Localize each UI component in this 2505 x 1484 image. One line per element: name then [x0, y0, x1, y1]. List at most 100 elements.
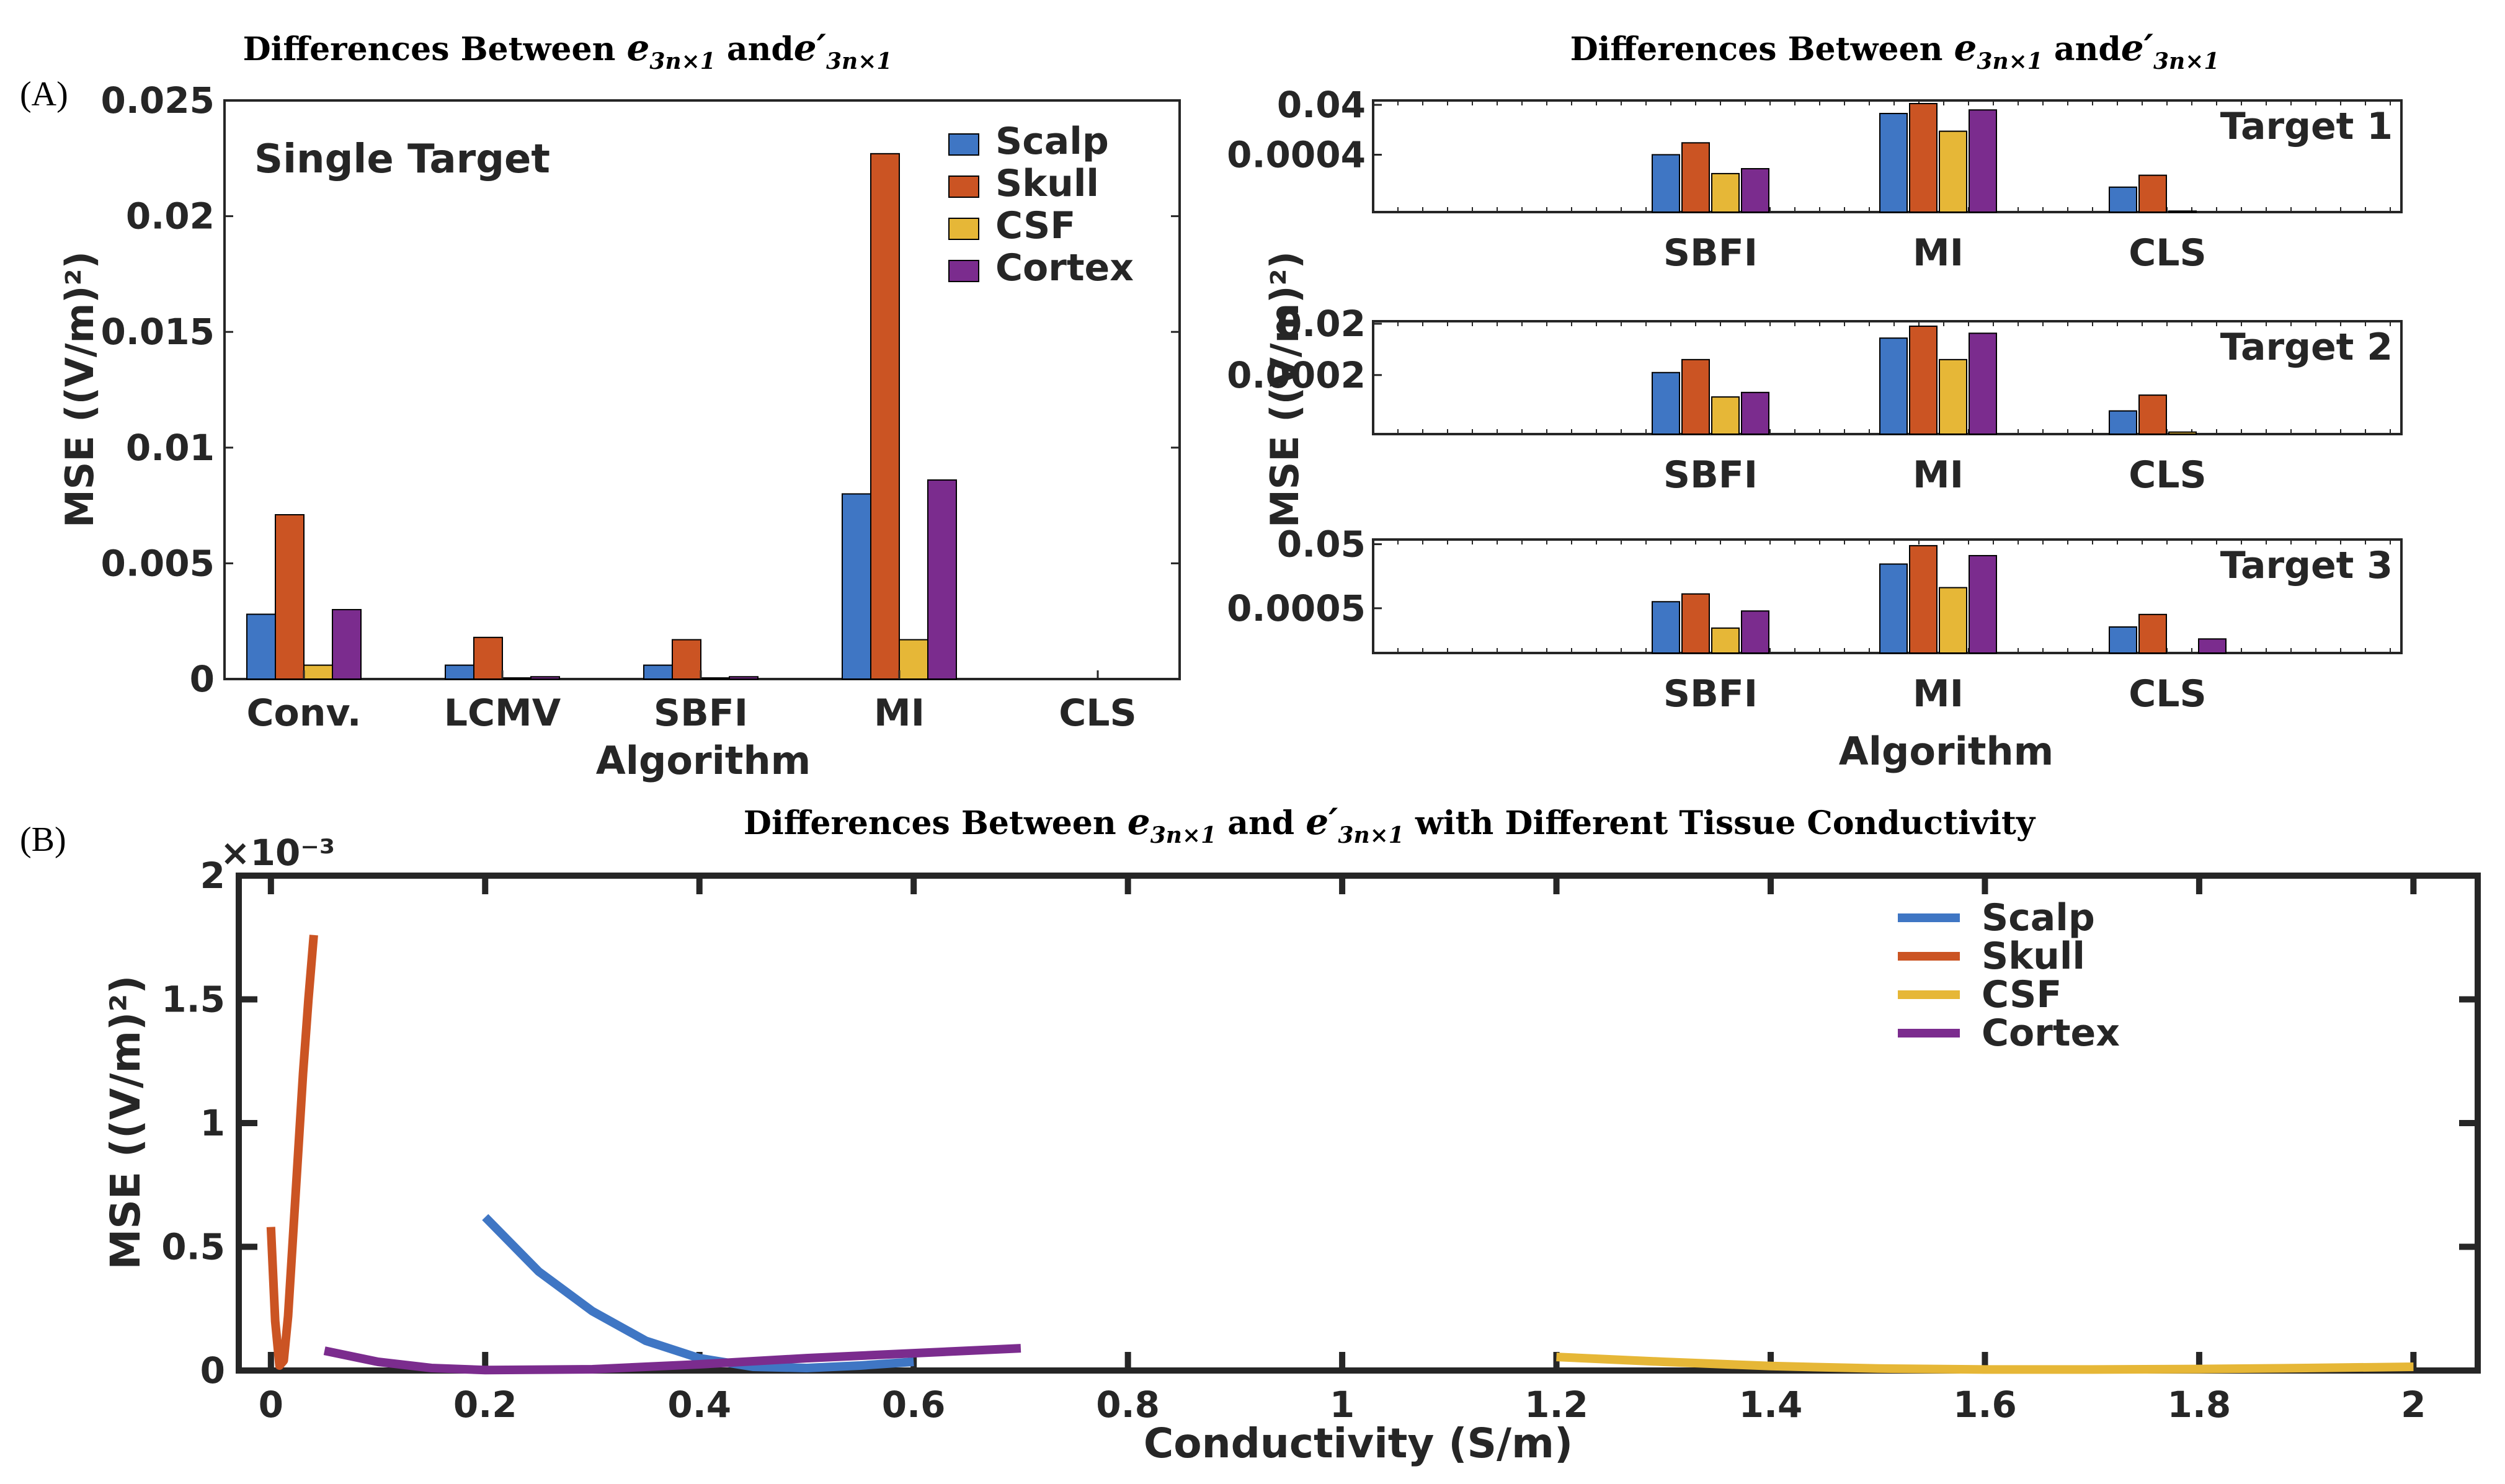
chart2-xtick-cls: CLS	[2129, 672, 2206, 716]
chart2-ytick-label: 0.0004	[1227, 133, 1366, 176]
chart1-bar-cortex-mi	[927, 479, 957, 680]
chart2-bar-skull-sbfi	[1681, 593, 1710, 654]
chart-single-target: Differences Between e3n×1 ande′3n×1 0 0.0…	[57, 27, 1181, 783]
chart2-bar-csf-cls	[2168, 210, 2197, 213]
chart1-xlabel: Algorithm	[596, 738, 811, 783]
chart1-bar-skull-conv	[275, 514, 305, 680]
chart3-xtick-label: 0.4	[667, 1384, 731, 1426]
chart3-line-skull	[266, 935, 318, 1370]
chart2-subplot-3: 0.05 0.0005 SBFI MI CLS Target 3	[1227, 523, 2403, 716]
chart2-bar-skull-cls	[2138, 613, 2167, 654]
chart2-bar-cortex-mi	[1969, 109, 1997, 213]
chart3-xtick-label: 2	[2401, 1384, 2426, 1426]
chart1-title-sub2: 3n×1	[826, 48, 892, 74]
chart3-xtick-label: 1.8	[2168, 1384, 2231, 1426]
chart2-bar-csf-sbfi	[1711, 172, 1740, 213]
chart2-xtick-mi: MI	[1913, 672, 1964, 716]
chart1-title-eprime: e′	[794, 27, 826, 69]
chart1-xtick-sbfi: SBFI	[654, 691, 748, 735]
chart2-title-e: e	[1954, 27, 1977, 69]
panel-a-label: (A)	[20, 75, 68, 113]
chart3-xtick-label: 1.2	[1524, 1384, 1588, 1426]
chart3-line-cortex	[323, 1344, 1021, 1375]
chart1-legend-swatch-skull	[948, 176, 979, 198]
chart3-line-csf	[1556, 1353, 2414, 1374]
chart2-bar-cortex-sbfi	[1741, 168, 1769, 213]
chart2-bar-scalp-sbfi	[1652, 371, 1680, 435]
chart1-bar-csf-sbfi	[700, 677, 730, 680]
chart3-xtick-label: 0.2	[453, 1384, 517, 1426]
chart1-ytick-label: 0.02	[126, 195, 215, 238]
chart2-xlabel: Algorithm	[1839, 729, 2053, 774]
chart2-subplot-2: 0.02 0.0002 SBFI MI CLS Target 2	[1227, 303, 2403, 497]
chart1-xtick-lcmv: LCMV	[444, 691, 561, 735]
chart2-ytick-label: 0.0005	[1227, 587, 1366, 629]
chart3-title-eprime: e′	[1306, 801, 1338, 843]
chart1-ytick-label: 0.015	[101, 311, 215, 353]
chart2-bar-skull-sbfi	[1681, 358, 1710, 435]
chart2-bar-cortex-cls	[2198, 638, 2227, 654]
chart3-ytick-label: 1	[200, 1102, 225, 1144]
chart2-xtick-cls: CLS	[2129, 453, 2206, 497]
chart3-xtick-label: 1	[1330, 1384, 1355, 1426]
chart3-ytick-label: 1.5	[161, 979, 225, 1021]
chart1-bar-cortex-lcmv	[530, 676, 560, 680]
chart3-title-and: and	[1216, 804, 1306, 842]
chart2-subplot-label: Target 3	[2220, 544, 2393, 587]
chart2-bar-cortex-mi	[1969, 554, 1997, 654]
chart2-ytick-label: 0.02	[1277, 303, 1366, 345]
chart2-xtick-sbfi: SBFI	[1663, 231, 1758, 275]
chart2-bar-scalp-mi	[1879, 563, 1908, 654]
chart3-xlabel: Conductivity (S/m)	[1144, 1420, 1573, 1467]
chart3-title-text: Differences Between	[744, 804, 1128, 842]
chart2-xtick-mi: MI	[1913, 231, 1964, 275]
chart3-title-sub: 3n×1	[1150, 822, 1216, 848]
chart1-legend-swatch-csf	[948, 218, 979, 240]
chart2-ylabel: MSE ((V/m)²)	[1262, 251, 1307, 528]
chart2-bar-csf-mi	[1939, 130, 1967, 213]
chart2-title-text: Differences Between	[1570, 30, 1954, 68]
chart2-bar-scalp-cls	[2109, 626, 2137, 654]
chart3-ylabel: MSE ((V/m)²)	[102, 975, 149, 1270]
chart2-bar-skull-mi	[1909, 103, 1938, 213]
chart1-title: Differences Between e3n×1 ande′3n×1	[243, 27, 892, 74]
chart2-bar-csf-mi	[1939, 587, 1967, 654]
chart1-bar-scalp-sbfi	[643, 664, 673, 680]
chart3-legend-label-csf: CSF	[1982, 973, 2062, 1016]
chart3-ytick-label: 2	[200, 855, 225, 897]
chart1-ytick-label: 0.025	[101, 79, 215, 122]
chart3-line-scalp	[482, 1214, 914, 1372]
chart1-ytick-label: 0.005	[101, 542, 215, 584]
chart1-legend-label-scalp: Scalp	[995, 120, 1109, 163]
chart2-ytick-label: 0.04	[1277, 84, 1366, 126]
chart2-bar-cortex-mi	[1969, 332, 1997, 435]
chart3-title-e: e	[1128, 801, 1150, 843]
chart1-title-sub: 3n×1	[649, 48, 715, 74]
chart1-bar-skull-mi	[870, 153, 900, 680]
chart1-legend-swatch-cortex	[948, 260, 979, 282]
chart2-ytick-label: 0.05	[1277, 523, 1366, 566]
chart2-xtick-mi: MI	[1913, 453, 1964, 497]
chart2-ytick-label: 0.0002	[1227, 354, 1366, 396]
chart2-bar-cortex-sbfi	[1741, 610, 1769, 654]
chart3-legend-label-skull: Skull	[1982, 935, 2085, 978]
chart2-title-and: and	[2043, 30, 2121, 68]
chart1-ytick-label: 0	[190, 658, 215, 700]
chart1-legend-label-skull: Skull	[995, 162, 1099, 205]
chart2-subplot-label: Target 1	[2220, 105, 2393, 148]
chart2-bar-scalp-mi	[1879, 337, 1908, 435]
chart2-xtick-cls: CLS	[2129, 231, 2206, 275]
chart3-xtick-label: 1.4	[1739, 1384, 1803, 1426]
chart1-xtick-mi: MI	[874, 691, 925, 735]
chart1-bar-csf-conv	[303, 664, 333, 680]
chart2-xtick-sbfi: SBFI	[1663, 672, 1758, 716]
chart3-xtick-label: 1.6	[1953, 1384, 2017, 1426]
chart2-bar-skull-mi	[1909, 326, 1938, 435]
chart2-title: Differences Between e3n×1 ande′3n×1	[1570, 27, 2220, 74]
chart2-bar-scalp-sbfi	[1652, 601, 1680, 654]
chart2-bar-skull-sbfi	[1681, 142, 1710, 213]
chart3-xtick-label: 0.6	[882, 1384, 946, 1426]
chart2-bar-csf-mi	[1939, 358, 1967, 435]
chart1-legend-label-cortex: Cortex	[995, 246, 1134, 290]
